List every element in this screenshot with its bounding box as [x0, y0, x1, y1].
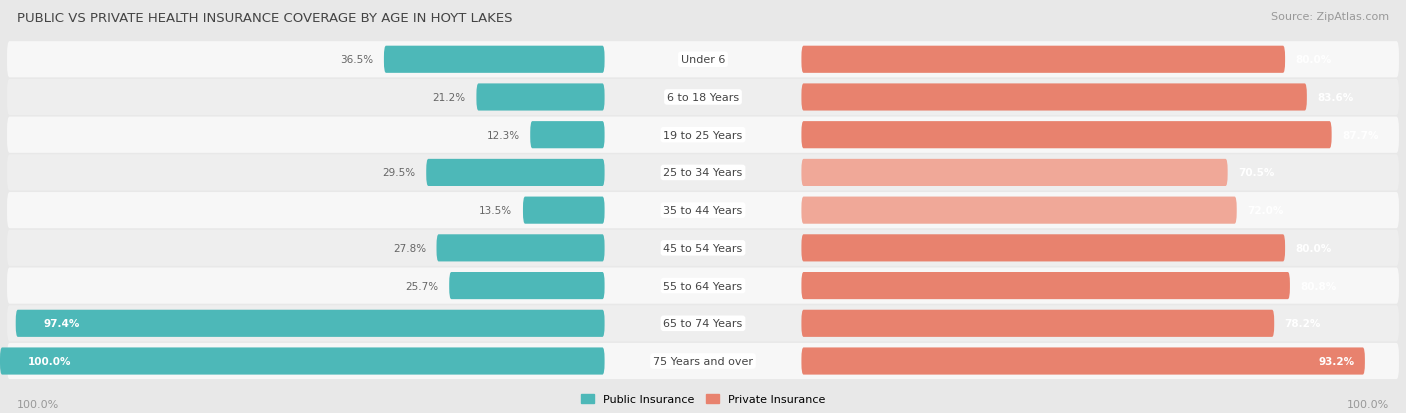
- FancyBboxPatch shape: [449, 272, 605, 299]
- Text: 93.2%: 93.2%: [1319, 356, 1354, 366]
- FancyBboxPatch shape: [7, 155, 1399, 191]
- Text: 100.0%: 100.0%: [1347, 399, 1389, 409]
- FancyBboxPatch shape: [384, 47, 605, 74]
- FancyBboxPatch shape: [801, 197, 1237, 224]
- Text: 65 to 74 Years: 65 to 74 Years: [664, 318, 742, 328]
- Text: 97.4%: 97.4%: [44, 318, 80, 328]
- Text: 55 to 64 Years: 55 to 64 Years: [664, 281, 742, 291]
- Text: PUBLIC VS PRIVATE HEALTH INSURANCE COVERAGE BY AGE IN HOYT LAKES: PUBLIC VS PRIVATE HEALTH INSURANCE COVER…: [17, 12, 512, 25]
- FancyBboxPatch shape: [7, 306, 1399, 342]
- FancyBboxPatch shape: [801, 84, 1306, 111]
- FancyBboxPatch shape: [801, 122, 1331, 149]
- FancyBboxPatch shape: [7, 192, 1399, 229]
- FancyBboxPatch shape: [801, 310, 1274, 337]
- Text: 6 to 18 Years: 6 to 18 Years: [666, 93, 740, 103]
- Text: 19 to 25 Years: 19 to 25 Years: [664, 131, 742, 140]
- FancyBboxPatch shape: [530, 122, 605, 149]
- FancyBboxPatch shape: [7, 117, 1399, 154]
- Text: 21.2%: 21.2%: [433, 93, 465, 103]
- FancyBboxPatch shape: [436, 235, 605, 262]
- Text: 80.0%: 80.0%: [1296, 243, 1331, 253]
- Text: 80.0%: 80.0%: [1296, 55, 1331, 65]
- Text: Under 6: Under 6: [681, 55, 725, 65]
- FancyBboxPatch shape: [801, 159, 1227, 187]
- Text: 12.3%: 12.3%: [486, 131, 520, 140]
- FancyBboxPatch shape: [7, 80, 1399, 116]
- Text: Source: ZipAtlas.com: Source: ZipAtlas.com: [1271, 12, 1389, 22]
- FancyBboxPatch shape: [477, 84, 605, 111]
- Text: 80.8%: 80.8%: [1301, 281, 1337, 291]
- Text: 13.5%: 13.5%: [479, 206, 512, 216]
- Text: 35 to 44 Years: 35 to 44 Years: [664, 206, 742, 216]
- Text: 83.6%: 83.6%: [1317, 93, 1354, 103]
- Text: 45 to 54 Years: 45 to 54 Years: [664, 243, 742, 253]
- FancyBboxPatch shape: [7, 268, 1399, 304]
- FancyBboxPatch shape: [7, 42, 1399, 78]
- FancyBboxPatch shape: [523, 197, 605, 224]
- FancyBboxPatch shape: [7, 230, 1399, 266]
- FancyBboxPatch shape: [801, 348, 1365, 375]
- FancyBboxPatch shape: [801, 47, 1285, 74]
- Text: 87.7%: 87.7%: [1343, 131, 1379, 140]
- Text: 36.5%: 36.5%: [340, 55, 374, 65]
- Text: 72.0%: 72.0%: [1247, 206, 1284, 216]
- Text: 100.0%: 100.0%: [17, 399, 59, 409]
- Text: 27.8%: 27.8%: [392, 243, 426, 253]
- Text: 75 Years and over: 75 Years and over: [652, 356, 754, 366]
- Text: 100.0%: 100.0%: [28, 356, 72, 366]
- Text: 29.5%: 29.5%: [382, 168, 416, 178]
- FancyBboxPatch shape: [0, 348, 605, 375]
- Text: 70.5%: 70.5%: [1239, 168, 1275, 178]
- FancyBboxPatch shape: [15, 310, 605, 337]
- FancyBboxPatch shape: [7, 343, 1399, 379]
- FancyBboxPatch shape: [801, 272, 1289, 299]
- Legend: Public Insurance, Private Insurance: Public Insurance, Private Insurance: [578, 391, 828, 408]
- Text: 25.7%: 25.7%: [405, 281, 439, 291]
- Text: 25 to 34 Years: 25 to 34 Years: [664, 168, 742, 178]
- Text: 78.2%: 78.2%: [1285, 318, 1322, 328]
- FancyBboxPatch shape: [801, 235, 1285, 262]
- FancyBboxPatch shape: [426, 159, 605, 187]
